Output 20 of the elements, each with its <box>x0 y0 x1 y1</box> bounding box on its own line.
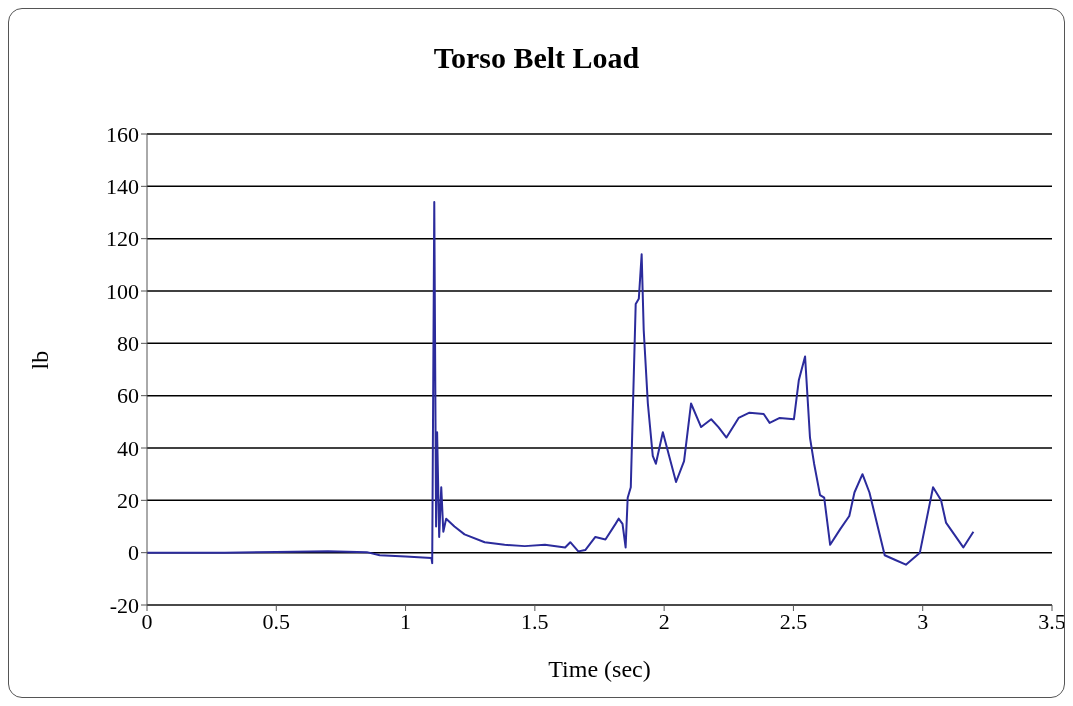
x-tick-label: 2.5 <box>779 608 808 634</box>
x-axis-title: Time (sec) <box>548 656 651 682</box>
y-tick-label: 120 <box>106 226 139 252</box>
y-tick-label: 20 <box>117 488 139 514</box>
x-tick-label: 1 <box>400 608 412 634</box>
x-tick-label: 1.5 <box>521 608 549 634</box>
x-tick-label: 3 <box>917 608 929 634</box>
y-axis-title: lb <box>26 350 53 370</box>
y-tick-label: 140 <box>106 174 139 200</box>
y-tick-label: 80 <box>117 331 139 357</box>
line-series <box>147 201 975 566</box>
y-tick-label: 160 <box>106 121 139 147</box>
y-tick-label: 40 <box>117 435 139 461</box>
x-tick-label: 2 <box>658 608 670 634</box>
x-tick-label: 0.5 <box>262 608 291 634</box>
y-tick-label: 100 <box>106 278 139 304</box>
chart-title: Torso Belt Load <box>432 41 641 75</box>
y-tick-label: -20 <box>109 592 139 618</box>
y-tick-label: 60 <box>117 383 139 409</box>
y-tick-label: 0 <box>128 540 139 566</box>
